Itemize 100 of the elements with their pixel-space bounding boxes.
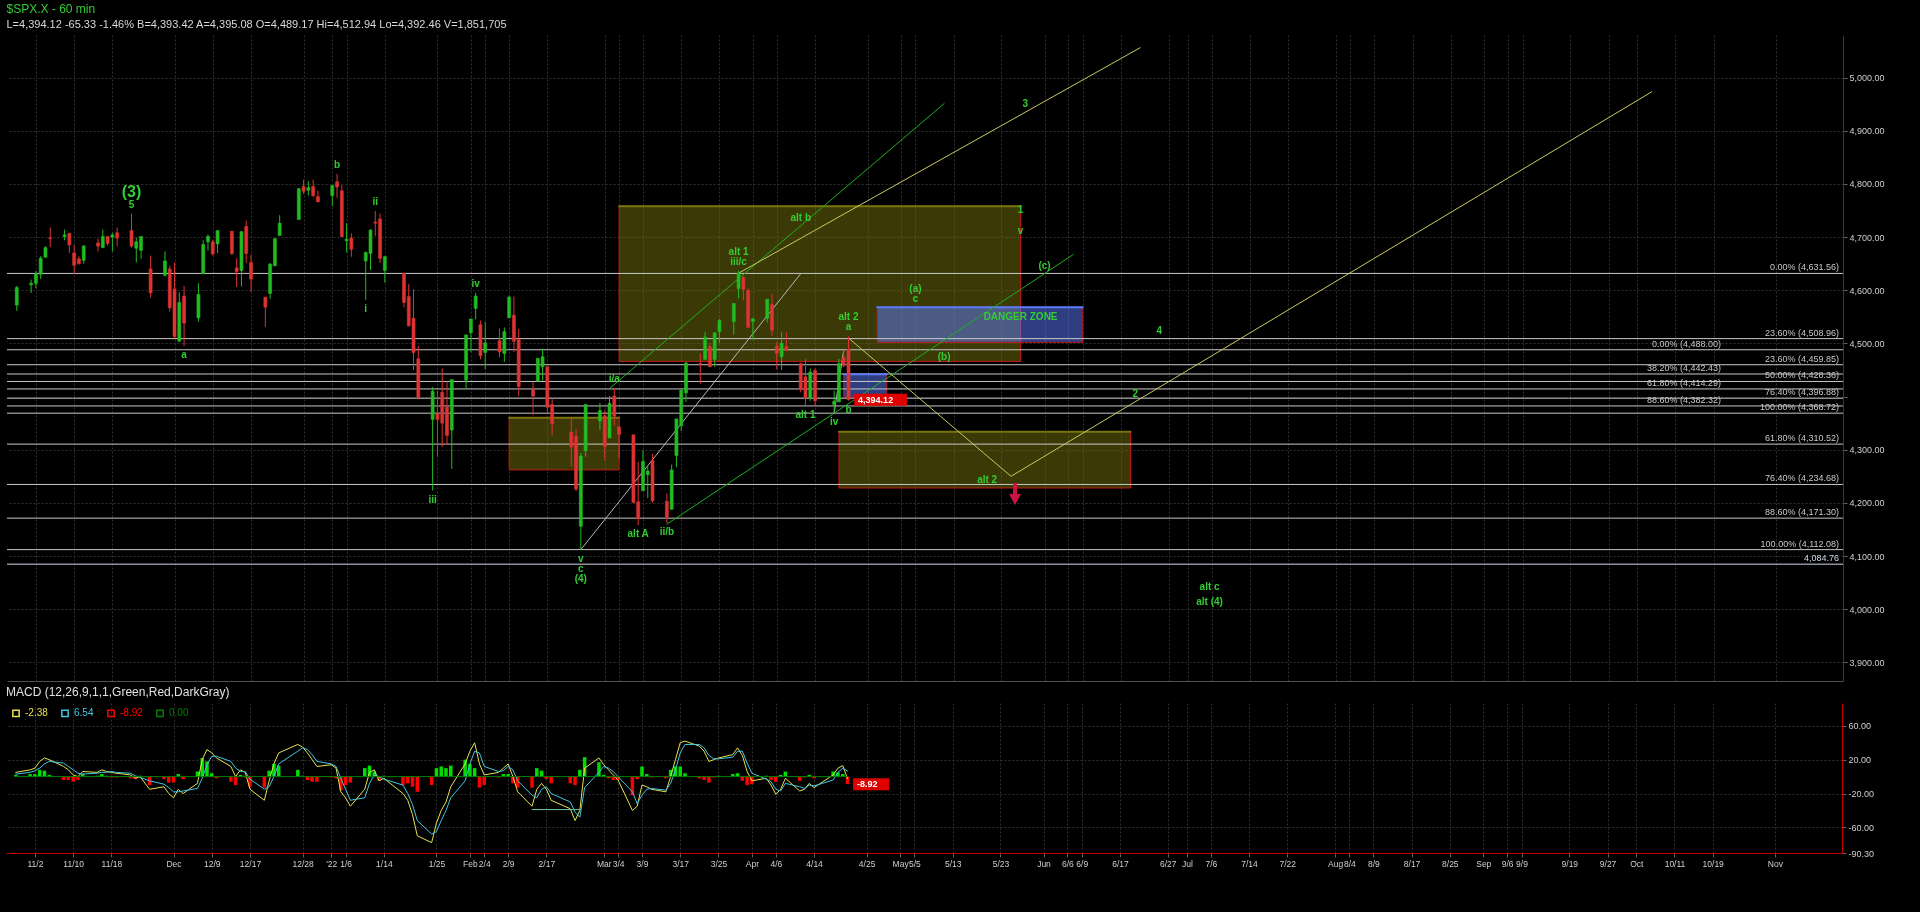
y-tick-label: 5,000.00 <box>1849 73 1885 84</box>
y-tick-label: 4,900.00 <box>1849 126 1885 137</box>
x-tick-label: 6/27 <box>1160 858 1177 869</box>
annotation: alt c <box>1199 581 1221 593</box>
x-tick-label: 3/9 <box>636 858 649 869</box>
legend-label: 0.00 <box>169 707 189 719</box>
annotation: v <box>1017 225 1024 237</box>
x-tick-label: 6/17 <box>1112 858 1130 869</box>
y-tick-label: 4,300.00 <box>1849 445 1885 456</box>
chart-title: $SPX.X - 60 min <box>6 2 96 16</box>
x-tick-label: 10/11 <box>1664 858 1686 869</box>
x-tick-label: Jul <box>1181 858 1193 869</box>
annotation: alt (4) <box>1196 596 1223 608</box>
x-tick-label: 9/9 <box>1516 858 1529 869</box>
legend-label: -8.92 <box>120 707 144 719</box>
annotation: iv <box>830 416 839 428</box>
x-tick-label: Mar <box>596 858 612 869</box>
y-tick-label: 4,800.00 <box>1849 179 1885 190</box>
x-tick-label: 3/25 <box>710 858 728 869</box>
x-tick-label: '22 <box>326 858 338 869</box>
x-tick-label: 12/28 <box>292 858 314 869</box>
legend-label: -2.38 <box>25 707 49 719</box>
x-tick-label: 5/13 <box>944 858 962 869</box>
x-tick-label: Aug <box>1328 858 1344 869</box>
y-tick-label: 4,000.00 <box>1849 604 1885 615</box>
x-tick-label: 7/14 <box>1241 858 1259 869</box>
x-tick-label: 8/4 <box>1344 858 1357 869</box>
x-tick-label: 9/19 <box>1561 858 1579 869</box>
x-tick-label: May <box>892 858 910 869</box>
y-tick-label: 60.00 <box>1848 721 1872 732</box>
y-tick-label: -20.00 <box>1848 789 1875 800</box>
annotation: 1 <box>1017 203 1024 215</box>
x-tick-label: 12/17 <box>239 858 262 869</box>
ref-line-label: 38.20% (4,442.43) <box>1646 362 1721 373</box>
annotation: alt A <box>627 528 649 540</box>
annotation: a <box>181 349 188 361</box>
annotation: DANGER ZONE <box>983 310 1058 322</box>
x-tick-label: 8/17 <box>1403 858 1421 869</box>
annotation: alt b <box>790 211 811 223</box>
annotation: -8.92 <box>857 779 878 790</box>
x-tick-label: Oct <box>1630 858 1644 869</box>
annotation: i <box>364 302 368 314</box>
annotation: a <box>845 321 852 333</box>
annotation: c <box>578 562 585 574</box>
x-tick-label: 11/10 <box>63 858 85 869</box>
ref-line-label: 88.60% (4,171.30) <box>1764 507 1839 518</box>
x-tick-label: Feb <box>463 858 478 869</box>
x-tick-label: Sep <box>1476 858 1492 869</box>
x-tick-label: 9/27 <box>1599 858 1617 869</box>
ref-line-label: 0.00% (4,631.56) <box>1769 262 1839 273</box>
y-tick-label: 20.00 <box>1848 755 1872 766</box>
y-tick-label: 3,900.00 <box>1849 657 1885 668</box>
x-tick-label: 6/9 <box>1076 858 1089 869</box>
ref-line-label: 0.00% (4,488.00) <box>1651 338 1721 349</box>
ref-line-label: 100.00% (4,112.08) <box>1760 538 1839 549</box>
annotation: alt 1 <box>728 245 750 257</box>
x-tick-label: Dec <box>166 858 183 869</box>
x-tick-label: 9/6 <box>1501 858 1514 869</box>
ref-line-label: 61.80% (4,310.52) <box>1764 433 1839 444</box>
ref-line-label: 100.00% (4,368.72) <box>1759 402 1839 413</box>
ref-line-label: 23.60% (4,459.85) <box>1764 353 1839 364</box>
y-tick-label: 4,700.00 <box>1849 232 1885 243</box>
ref-line-label: 23.60% (4,508.96) <box>1764 327 1839 338</box>
chart-subtitle: L=4,394.12 -65.33 -1.46% B=4,393.42 A=4,395.08 O=4,489.17 Hi=4,512.94 Lo=4,392.46 V=1,851,705 <box>6 18 507 30</box>
x-tick-label: 6/6 <box>1061 858 1075 869</box>
legend-label: 6.54 <box>74 707 94 719</box>
annotation: ii <box>372 195 379 207</box>
annotation: ii/b <box>659 526 675 538</box>
annotation: 4,394.12 <box>858 394 894 405</box>
annotation: v <box>578 552 585 564</box>
annotation: alt 2 <box>977 474 998 485</box>
x-tick-label: 7/22 <box>1279 858 1297 869</box>
y-tick-label: 4,600.00 <box>1849 285 1885 296</box>
annotation: iv <box>471 277 481 289</box>
x-tick-label: 4/6 <box>770 858 783 869</box>
annotation: 2 <box>1132 387 1139 399</box>
x-tick-label: 1/25 <box>428 858 446 869</box>
x-tick-label: 3/4 <box>612 858 625 869</box>
x-tick-label: 4/25 <box>858 858 876 869</box>
x-tick-label: 5/23 <box>992 858 1010 869</box>
x-tick-label: Jun <box>1037 858 1052 869</box>
x-tick-label: 4/14 <box>806 858 824 869</box>
x-tick-label: Nov <box>1767 858 1784 869</box>
x-tick-label: 1/6 <box>340 858 353 869</box>
y-tick-label: 4,100.00 <box>1849 551 1885 562</box>
annotation: 5 <box>128 198 135 210</box>
y-tick-label: 4,200.00 <box>1849 498 1885 509</box>
annotation: 3 <box>1022 98 1029 110</box>
x-tick-label: 5/5 <box>909 858 922 869</box>
y-tick-label: 4,500.00 <box>1849 338 1885 349</box>
annotation: c <box>912 293 919 305</box>
annotation: (4) <box>574 572 587 584</box>
annotation: b <box>333 158 341 170</box>
annotation: (a) <box>909 283 922 295</box>
annotation: 4 <box>1156 324 1163 336</box>
annotation: iii/c <box>730 255 748 267</box>
x-tick-label: 12/9 <box>203 858 221 869</box>
x-tick-label: 10/19 <box>1702 858 1725 869</box>
ref-line-label: 76.40% (4,234.68) <box>1764 473 1839 484</box>
x-tick-label: 11/2 <box>27 858 44 869</box>
